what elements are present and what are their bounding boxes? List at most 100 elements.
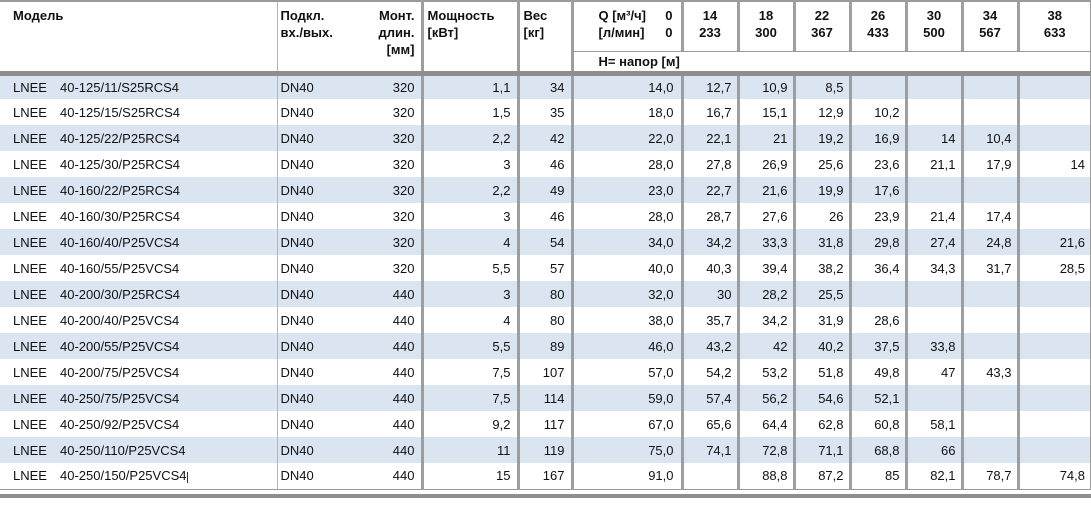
head-cell: 17,4 xyxy=(960,203,1018,229)
flow-lmin: 300 xyxy=(755,25,777,40)
head-cell: 85 xyxy=(848,463,906,490)
power-cell: 3 xyxy=(420,203,518,229)
length-cell: 440 xyxy=(392,286,415,302)
header-label: [кг] xyxy=(523,25,545,40)
column-header-model: Модель xyxy=(0,1,277,76)
header-label: [кВт] xyxy=(427,25,459,40)
connection-cell: DN40 xyxy=(276,229,360,255)
head-cell: 10,9 xyxy=(736,73,794,99)
head-cell: 10,2 xyxy=(848,99,906,125)
model-code: 40-200/30/P25RCS4 xyxy=(60,286,180,302)
connection-cell: DN40 xyxy=(276,255,360,281)
header-label: Подкл. xyxy=(280,8,325,23)
head-cell xyxy=(1016,411,1091,437)
model-series: LNEE xyxy=(13,208,47,224)
head-cell xyxy=(904,307,962,333)
head-cell xyxy=(904,281,962,307)
head-cell: 62,8 xyxy=(792,411,850,437)
flow-lmin: 567 xyxy=(979,25,1001,40)
head-cell: 72,8 xyxy=(736,437,794,463)
model-code: 40-250/92/P25VCS4 xyxy=(60,416,180,432)
power-cell: 2,2 xyxy=(420,177,518,203)
head-cell xyxy=(904,99,962,125)
head-cell: 26,9 xyxy=(736,151,794,177)
head-q0-cell: 46,0 xyxy=(570,333,682,359)
head-cell: 31,8 xyxy=(792,229,850,255)
head-cell xyxy=(1016,203,1091,229)
column-header-connection: Подкл. вх./вых. xyxy=(276,1,360,76)
head-q0-cell: 14,0 xyxy=(570,73,682,99)
head-cell xyxy=(1016,437,1091,463)
power-cell: 5,5 xyxy=(420,255,518,281)
head-cell: 29,8 xyxy=(848,229,906,255)
flow-lmin: 500 xyxy=(923,25,945,40)
head-cell xyxy=(960,73,1018,99)
weight-cell: 46 xyxy=(516,203,572,229)
bottom-rule xyxy=(0,493,1091,498)
model-cell: LNEE 40-200/55/P25VCS4 xyxy=(0,333,277,359)
power-cell: 1,1 xyxy=(420,73,518,99)
head-cell: 49,8 xyxy=(848,359,906,385)
table-header: Модель Подкл. вх./вых. Монт. длин. [мм] … xyxy=(0,1,1091,76)
head-cell: 43,2 xyxy=(680,333,738,359)
model-cell: LNEE 40-160/40/P25VCS4 xyxy=(0,229,277,255)
head-cell: 40,3 xyxy=(680,255,738,281)
head-cell: 21,4 xyxy=(904,203,962,229)
head-cell: 57,4 xyxy=(680,385,738,411)
weight-cell: 89 xyxy=(516,333,572,359)
length-cell: 320 xyxy=(392,208,415,224)
table-row: LNEE 40-160/40/P25VCS4 DN40 320 4 54 34,0 34,2 3… xyxy=(0,229,1091,255)
power-cell: 15 xyxy=(420,463,518,490)
head-cell xyxy=(1016,99,1091,125)
head-cell xyxy=(960,99,1018,125)
table-row: LNEE 40-125/11/S25RCS4 DN40 320 1,1 34 14,0 12,… xyxy=(0,73,1091,99)
head-cell: 17,6 xyxy=(848,177,906,203)
model-cell: LNEE 40-250/150/P25VCS4 xyxy=(0,463,277,490)
head-cell: 38,2 xyxy=(792,255,850,281)
head-q0-cell: 28,0 xyxy=(570,203,682,229)
head-cell: 82,1 xyxy=(904,463,962,490)
head-cell: 66 xyxy=(904,437,962,463)
head-q0-cell: 38,0 xyxy=(570,307,682,333)
length-cell: 320 xyxy=(392,260,415,276)
connection-cell: DN40 xyxy=(276,463,360,490)
connection-cell: DN40 xyxy=(276,177,360,203)
column-header-mount-length: Монт. длин. [мм] xyxy=(360,1,422,76)
flow-m3h: 26 xyxy=(870,8,886,23)
head-cell: 22,7 xyxy=(680,177,738,203)
head-cell: 30 xyxy=(680,281,738,307)
header-label: Монт. xyxy=(379,8,415,23)
head-cell: 12,9 xyxy=(792,99,850,125)
length-cell: 320 xyxy=(392,156,415,172)
power-cell: 9,2 xyxy=(420,411,518,437)
flow-unit-label: [л/мин] xyxy=(598,25,645,40)
flow-lmin: 367 xyxy=(811,25,833,40)
model-cell: LNEE 40-200/30/P25RCS4 xyxy=(0,281,277,307)
model-code: 40-160/40/P25VCS4 xyxy=(60,234,180,250)
head-cell: 16,9 xyxy=(848,125,906,151)
header-label: вх./вых. xyxy=(280,25,333,40)
model-series: LNEE xyxy=(13,104,47,120)
model-cell: LNEE 40-250/110/P25VCS4 xyxy=(0,437,277,463)
model-code: 40-200/55/P25VCS4 xyxy=(60,338,180,354)
head-cell: 36,4 xyxy=(848,255,906,281)
table-row: LNEE 40-200/55/P25VCS4 DN40 440 5,5 89 46,0 43,… xyxy=(0,333,1091,359)
model-cell: LNEE 40-200/75/P25VCS4 xyxy=(0,359,277,385)
weight-cell: 34 xyxy=(516,73,572,99)
model-code: 40-250/150/P25VCS4 xyxy=(60,468,187,484)
weight-cell: 49 xyxy=(516,177,572,203)
head-cell: 22,1 xyxy=(680,125,738,151)
table-row: LNEE 40-200/30/P25RCS4 DN40 440 3 80 32,0 30 28,… xyxy=(0,281,1091,307)
connection-cell: DN40 xyxy=(276,203,360,229)
length-cell: 440 xyxy=(392,312,415,328)
head-cell: 68,8 xyxy=(848,437,906,463)
head-cell: 28,6 xyxy=(848,307,906,333)
weight-cell: 46 xyxy=(516,151,572,177)
weight-cell: 54 xyxy=(516,229,572,255)
head-q0-cell: 32,0 xyxy=(570,281,682,307)
table-row: LNEE 40-200/75/P25VCS4 DN40 440 7,5 107 57,0 54… xyxy=(0,359,1091,385)
flow-m3h: 34 xyxy=(982,8,998,23)
column-header-flow: 22 367 xyxy=(792,1,850,52)
head-cell: 53,2 xyxy=(736,359,794,385)
head-q0-cell: 57,0 xyxy=(570,359,682,385)
